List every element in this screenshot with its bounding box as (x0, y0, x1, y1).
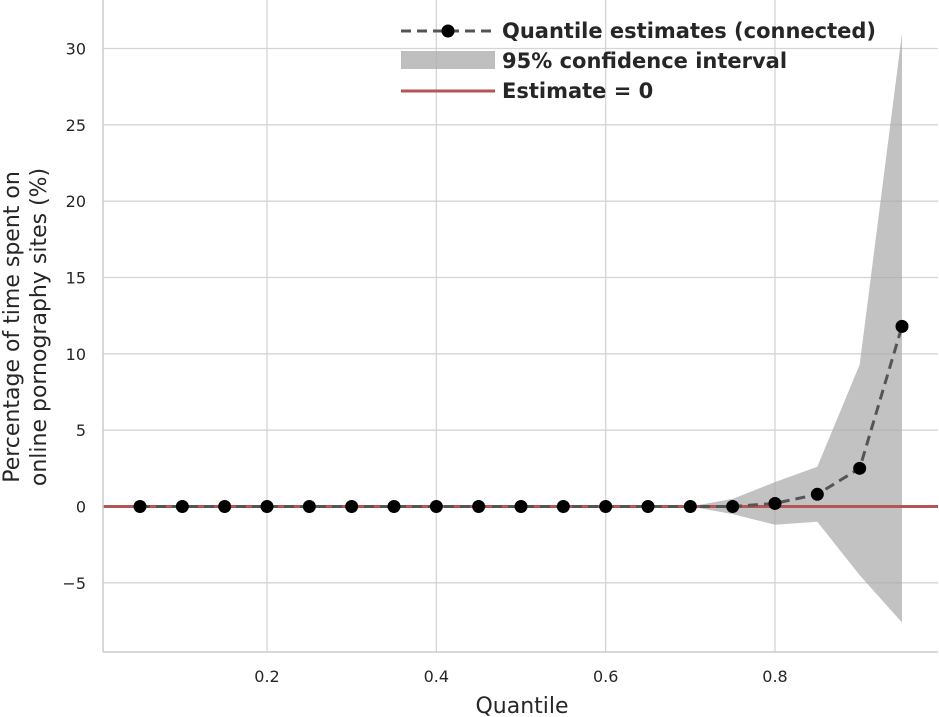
x-axis-label: Quantile (475, 694, 568, 717)
confidence-band-layer (140, 33, 902, 623)
y-tick-label: −5 (62, 574, 86, 593)
legend-ci-swatch (401, 51, 495, 69)
estimate-point (345, 500, 359, 513)
axes (102, 0, 938, 653)
tick-labels: 0.2 0.4 0.6 0.8 −5 0 5 10 15 20 25 30 (62, 40, 787, 687)
y-tick-label: 0 (76, 498, 86, 517)
estimate-point (133, 500, 147, 513)
estimate-point (302, 500, 316, 513)
estimate-point (514, 500, 528, 513)
confidence-band (140, 33, 902, 623)
legend-zero-label: Estimate = 0 (502, 79, 653, 103)
y-tick-label: 30 (66, 40, 86, 59)
estimate-point (683, 500, 697, 513)
y-axis-label-line2: online pornography sites (%) (27, 168, 52, 486)
estimate-point (429, 500, 443, 513)
legend: Quantile estimates (connected) 95% confi… (401, 19, 876, 103)
x-tick-label: 0.2 (254, 667, 279, 686)
x-tick-label: 0.6 (593, 667, 618, 686)
y-axis-label-line1: Percentage of time spent on (0, 171, 25, 483)
y-tick-label: 10 (66, 345, 86, 364)
estimate-point (853, 461, 867, 475)
estimate-point (175, 500, 189, 513)
estimate-point (641, 500, 655, 513)
y-tick-label: 5 (76, 421, 86, 440)
legend-ci-label: 95% confidence interval (502, 49, 787, 73)
estimate-point (726, 500, 740, 513)
estimate-point (810, 487, 824, 501)
estimate-point (599, 500, 613, 513)
estimate-point (387, 500, 401, 513)
estimate-point (895, 319, 909, 333)
y-tick-label: 20 (66, 192, 86, 211)
x-tick-label: 0.4 (424, 667, 449, 686)
estimate-series-layer (133, 319, 909, 513)
estimate-point (218, 500, 232, 513)
y-tick-label: 15 (66, 269, 86, 288)
legend-estimates-label: Quantile estimates (connected) (502, 19, 876, 43)
x-tick-label: 0.8 (762, 667, 787, 686)
estimate-point (556, 500, 570, 513)
estimate-point (768, 496, 782, 510)
legend-estimates-swatch-marker (441, 24, 455, 38)
y-tick-label: 25 (66, 116, 86, 135)
estimate-point (260, 500, 274, 513)
estimate-point (472, 500, 486, 513)
